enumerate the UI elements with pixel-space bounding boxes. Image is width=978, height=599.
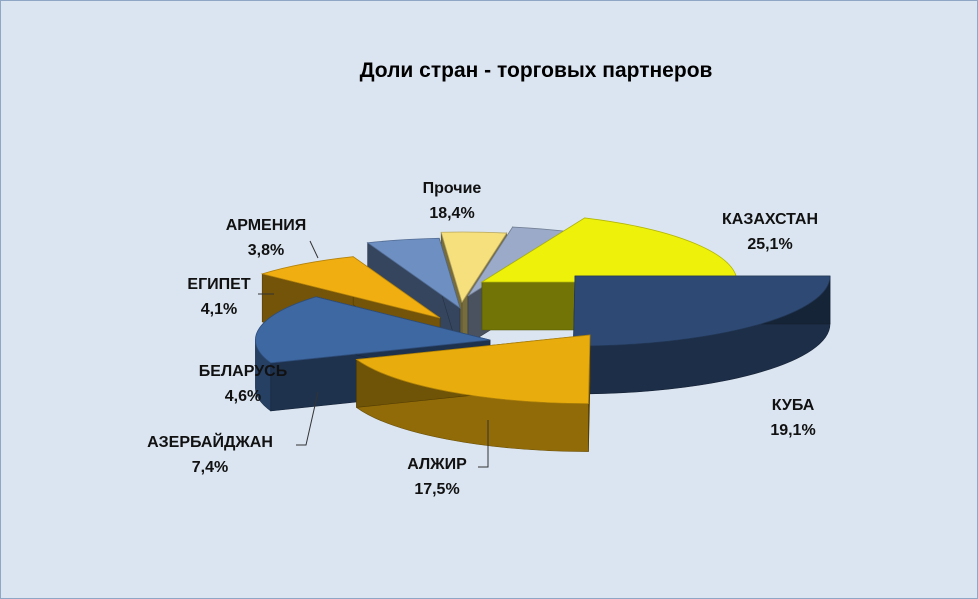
slice-name-label: БЕЛАРУСЬ <box>199 363 287 380</box>
chart-title: Доли стран - торговых партнеров <box>359 59 713 82</box>
slice-value-label: 4,1% <box>201 301 237 318</box>
slice-value-label: 3,8% <box>248 242 284 259</box>
slice-1-top <box>355 334 591 404</box>
slice-name-label: ЕГИПЕТ <box>187 276 250 293</box>
slice-7-top <box>480 217 738 283</box>
slice-value-label: 18,4% <box>429 205 474 222</box>
slice-value-label: 19,1% <box>770 422 815 439</box>
slice-2-top <box>255 296 491 364</box>
slice-4-top <box>366 237 461 309</box>
slice-value-label: 7,4% <box>192 459 228 476</box>
slice-name-label: КУБА <box>772 397 815 414</box>
slice-value-label: 17,5% <box>414 481 459 498</box>
slice-3-top <box>260 256 441 319</box>
slice-value-label: 4,6% <box>225 388 261 405</box>
slice-5-top <box>440 231 508 303</box>
slice-0 <box>572 275 831 395</box>
leader-line-6 <box>309 240 319 259</box>
slice-name-label: Прочие <box>423 180 482 197</box>
slice-name-label: КАЗАХСТАН <box>722 211 818 228</box>
slice-name-label: АЗЕРБАЙДЖАН <box>147 432 273 451</box>
leader-line-3 <box>296 391 319 446</box>
slice-name-label: АРМЕНИЯ <box>226 217 307 234</box>
slice-0-top <box>572 275 831 347</box>
slice-name-label: АЛЖИР <box>407 456 467 473</box>
pie-sides <box>255 217 831 452</box>
leader-line-2 <box>478 420 489 468</box>
slice-1 <box>355 334 591 452</box>
slice-value-label: 25,1% <box>747 236 792 253</box>
